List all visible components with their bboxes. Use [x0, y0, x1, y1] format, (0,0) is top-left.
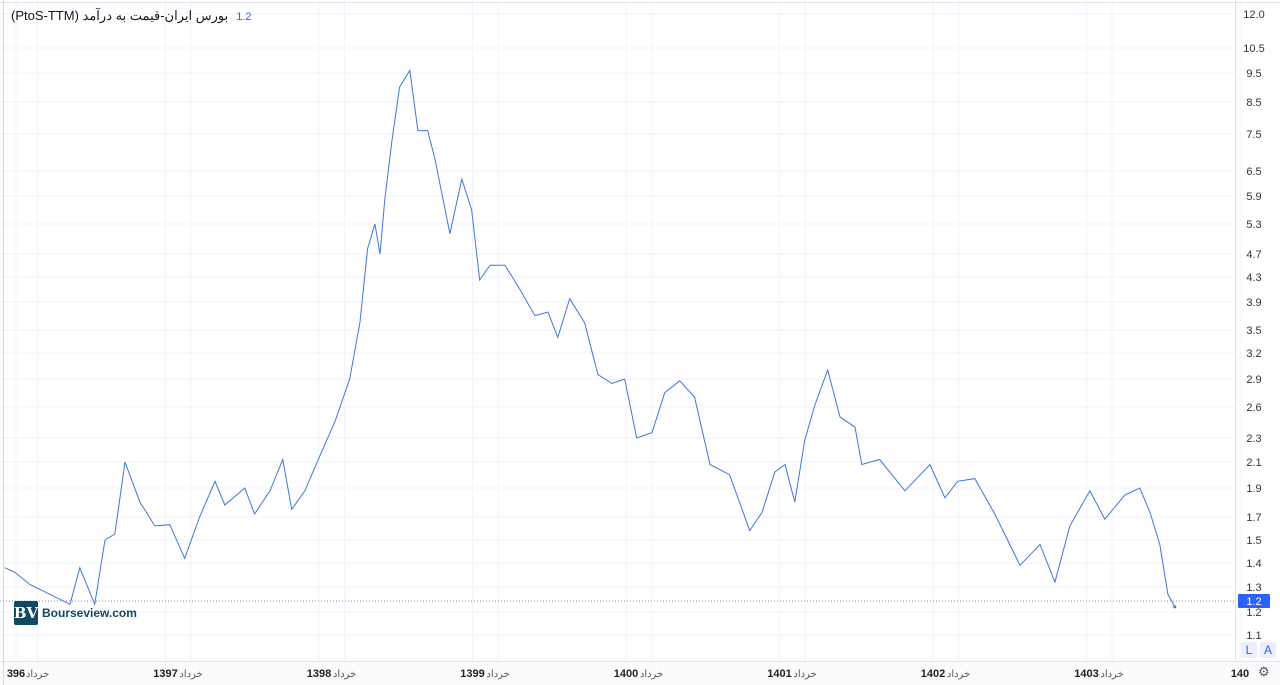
chart-title: بورس ایران-قیمت به درآمد (PtoS-TTM) 1.2	[11, 8, 252, 24]
x-tick-label: 140	[1231, 668, 1249, 680]
x-tick-label: 1399	[460, 668, 484, 680]
y-tick-label: 10.5	[1243, 43, 1264, 55]
y-tick-label: 1.1	[1246, 630, 1261, 642]
x-tick-label: خرداد	[179, 669, 202, 680]
y-tick-label: 4.7	[1246, 249, 1261, 261]
title-current-value: 1.2	[236, 11, 252, 23]
x-tick-label: خرداد	[947, 669, 970, 680]
y-tick-label: 1.9	[1246, 483, 1261, 495]
y-tick-label: 3.2	[1246, 348, 1261, 360]
y-axis: 12.0 10.5 9.5 8.5 7.5 6.5 5.9 5.3 4.7 4.3 3.9 3.5 3.…	[1243, 9, 1264, 642]
time-axis-band	[0, 661, 1280, 685]
series-line	[4, 68, 1176, 608]
logo-mark: BV	[14, 601, 38, 625]
last-value-badge: 1.2	[1238, 594, 1270, 608]
y-tick-label: 3.5	[1246, 325, 1261, 337]
x-tick-label: 1400	[614, 668, 638, 680]
x-tick-label: خرداد	[333, 669, 356, 680]
x-tick-label: خرداد	[1100, 669, 1123, 680]
logo-text: Bourseview.com	[42, 606, 137, 620]
y-tick-label: 1.4	[1246, 558, 1261, 570]
y-tick-label: 7.5	[1246, 129, 1261, 141]
x-tick-label: 1402	[921, 668, 945, 680]
x-tick-label: 1397	[153, 668, 177, 680]
last-point	[1173, 605, 1177, 609]
x-tick-label: 1398	[307, 668, 331, 680]
x-axis: 396 خرداد 1397 خرداد 1398 خرداد 1399 خرداد 1400 خ…	[7, 668, 1249, 680]
gear-icon[interactable]: ⚙	[1258, 664, 1270, 679]
title-text: بورس ایران-قیمت به درآمد (PtoS-TTM)	[11, 8, 229, 23]
y-tick-label: 2.9	[1246, 374, 1261, 386]
y-tick-label: 2.3	[1246, 433, 1261, 445]
y-tick-label: 5.9	[1246, 191, 1261, 203]
x-tick-label: خرداد	[486, 669, 509, 680]
y-tick-label: 6.5	[1246, 166, 1261, 178]
y-tick-label: 1.2	[1246, 607, 1261, 619]
y-tick-label: 3.9	[1246, 297, 1261, 309]
svg-text:1.2: 1.2	[1246, 596, 1261, 608]
y-tick-label: 4.3	[1246, 272, 1261, 284]
x-tick-label: 396	[7, 668, 25, 680]
y-tick-label: 12.0	[1243, 9, 1264, 21]
y-tick-label: 8.5	[1246, 97, 1261, 109]
y-tick-label: 2.1	[1246, 457, 1261, 469]
x-tick-label: خرداد	[26, 669, 49, 680]
x-tick-label: 1403	[1074, 668, 1098, 680]
log-scale-button[interactable]: L	[1241, 642, 1257, 658]
auto-scale-button[interactable]: A	[1260, 642, 1276, 658]
y-tick-label: 1.3	[1246, 582, 1261, 594]
y-tick-label: 2.6	[1246, 402, 1261, 414]
x-tick-label: خرداد	[640, 669, 663, 680]
x-tick-label: 1401	[767, 668, 791, 680]
y-tick-label: 1.7	[1246, 512, 1261, 524]
x-tick-label: خرداد	[793, 669, 816, 680]
y-tick-label: 9.5	[1246, 68, 1261, 80]
bourseview-logo: BV Bourseview.com	[14, 601, 137, 625]
y-tick-label: 1.5	[1246, 535, 1261, 547]
y-tick-label: 5.3	[1246, 219, 1261, 231]
